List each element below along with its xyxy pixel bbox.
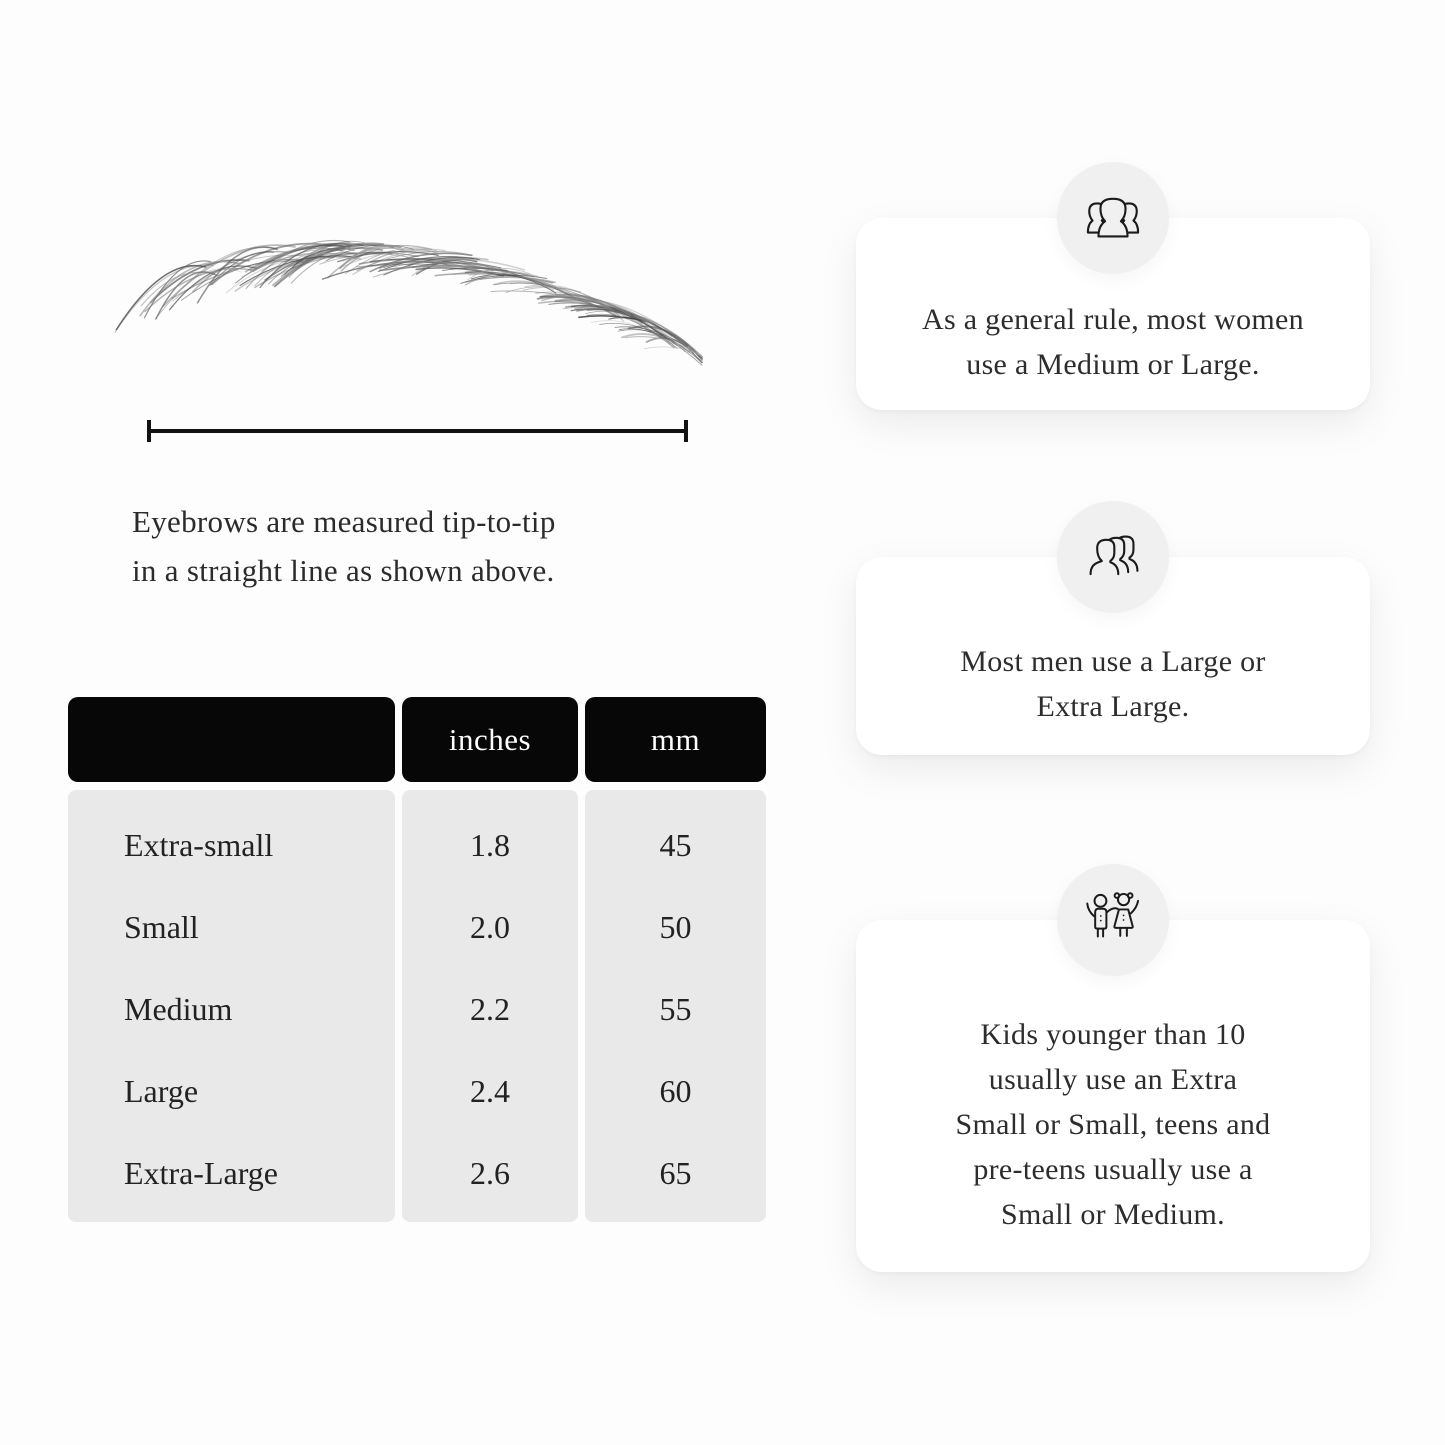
mm-cell: 65 bbox=[659, 1154, 692, 1191]
info-card-kids: Kids younger than 10 usually use an Extr… bbox=[856, 864, 1370, 1272]
women-group-icon bbox=[1086, 197, 1140, 238]
measurement-ruler bbox=[147, 420, 688, 442]
kids-icon bbox=[1086, 892, 1140, 938]
ruler-line bbox=[147, 429, 688, 433]
inches-column: 1.8 2.0 2.2 2.4 2.6 bbox=[402, 790, 578, 1222]
size-column-header-blank bbox=[68, 697, 395, 782]
size-table: inches mm Extra-small Small Medium Large… bbox=[68, 697, 766, 1222]
mm-cell: 60 bbox=[659, 1072, 692, 1109]
mm-cell: 55 bbox=[659, 990, 692, 1027]
size-column: Extra-small Small Medium Large Extra-Lar… bbox=[68, 790, 395, 1222]
size-cell: Large bbox=[124, 1072, 199, 1109]
mm-column: 45 50 55 60 65 bbox=[585, 790, 766, 1222]
mm-cell: 50 bbox=[659, 908, 692, 945]
size-cell: Extra-Large bbox=[124, 1154, 278, 1191]
inches-cell: 2.2 bbox=[470, 990, 510, 1027]
inches-cell: 2.0 bbox=[470, 908, 510, 945]
info-card-text: Kids younger than 10 usually use an Extr… bbox=[955, 1017, 1271, 1231]
men-group-icon bbox=[1089, 535, 1139, 576]
mm-column-header: mm bbox=[585, 697, 766, 782]
size-cell: Medium bbox=[124, 990, 233, 1027]
size-cell: Small bbox=[124, 908, 199, 945]
inches-cell: 2.4 bbox=[470, 1072, 510, 1109]
inches-column-header: inches bbox=[402, 697, 578, 782]
size-cell: Extra-small bbox=[124, 826, 274, 863]
inches-cell: 2.6 bbox=[470, 1154, 510, 1191]
info-card-text: As a general rule, most women use a Medi… bbox=[922, 303, 1304, 381]
women-group-icon-circle bbox=[1057, 162, 1169, 274]
info-card-women: As a general rule, most women use a Medi… bbox=[856, 162, 1370, 410]
info-card-text: Most men use a Large or Extra Large. bbox=[960, 645, 1266, 723]
measurement-caption: Eyebrows are measured tip-to-tip in a st… bbox=[132, 504, 556, 588]
mm-cell: 45 bbox=[659, 826, 692, 863]
ruler-cap-right bbox=[684, 420, 688, 442]
men-group-icon-circle bbox=[1057, 501, 1169, 613]
eyebrow-sketch bbox=[114, 239, 703, 366]
info-card-men: Most men use a Large or Extra Large. bbox=[856, 501, 1370, 755]
kids-icon-circle bbox=[1057, 864, 1169, 976]
inches-cell: 1.8 bbox=[470, 826, 510, 863]
